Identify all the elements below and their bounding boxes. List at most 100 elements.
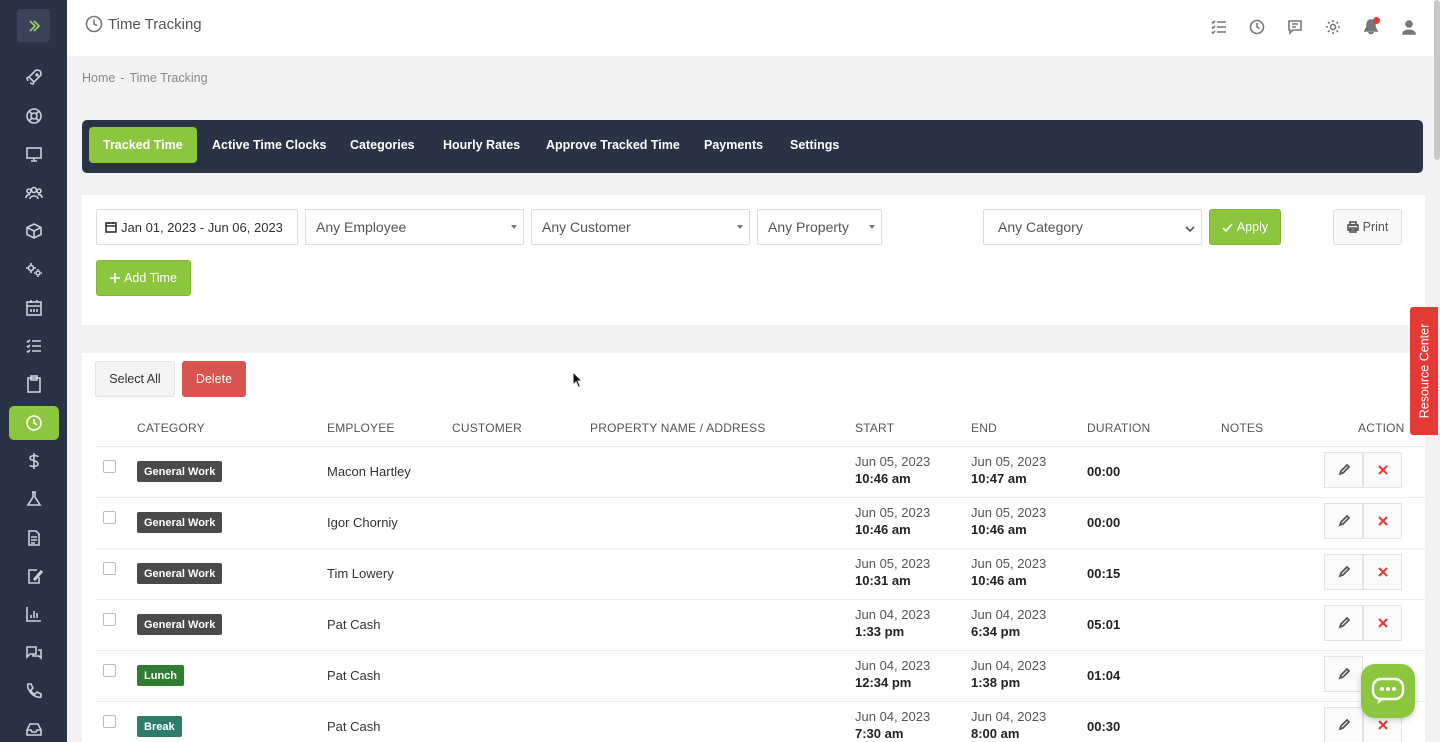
header-end[interactable]: END [971,421,997,435]
edit-doc-icon [27,569,43,584]
tab-hourly-rates[interactable]: Hourly Rates [443,138,521,152]
select-all-button[interactable]: Select All [95,361,175,397]
caret-down-icon [869,225,875,229]
employee-name: Macon Hartley [327,464,411,479]
clock-icon [85,15,103,33]
sidebar-item-edit-docs[interactable] [0,559,67,593]
sidebar-item-inventory[interactable] [0,214,67,248]
close-icon [1377,618,1388,628]
edit-button[interactable] [1324,452,1363,488]
sidebar [0,0,67,742]
sidebar-item-users[interactable] [0,176,67,210]
header-start[interactable]: START [855,421,895,435]
row-checkbox[interactable] [103,664,116,677]
duration-value: 00:00 [1087,515,1121,530]
row-checkbox[interactable] [103,562,116,575]
header-duration[interactable]: DURATION [1087,421,1151,435]
tab-categories[interactable]: Categories [350,138,415,152]
edit-button[interactable] [1324,656,1363,692]
tab-active-time-clocks[interactable]: Active Time Clocks [212,138,327,152]
employee-select[interactable]: Any Employee [305,209,524,245]
property-select[interactable]: Any Property [757,209,882,245]
edit-button[interactable] [1324,554,1363,590]
header-employee[interactable]: EMPLOYEE [327,421,395,435]
tab-tracked-time[interactable]: Tracked Time [89,127,197,163]
page-scrollbar[interactable] [1434,0,1440,160]
sidebar-item-settings[interactable] [0,253,67,287]
start-date: Jun 04, 2023 [855,607,931,622]
breadcrumb-home[interactable]: Home [82,71,116,85]
header-property[interactable]: PROPERTY NAME / ADDRESS [590,421,766,435]
tab-settings[interactable]: Settings [790,138,840,152]
sidebar-item-clipboard[interactable] [0,367,67,401]
sidebar-item-calendar[interactable] [0,291,67,325]
double-chevron-right-icon [28,19,40,32]
pencil-icon [1338,464,1350,476]
sidebar-item-reports[interactable] [0,597,67,631]
category-select[interactable]: Any Category [983,209,1202,245]
delete-row-button[interactable] [1363,554,1402,590]
end-time: 6:34 pm [971,624,1021,639]
sidebar-item-billing[interactable] [0,444,67,478]
row-checkbox[interactable] [103,613,116,626]
start-time: 12:34 pm [855,675,912,690]
resource-center-tab[interactable]: Resource Center [1410,307,1438,435]
edit-button[interactable] [1324,503,1363,539]
sidebar-item-phone[interactable] [0,674,67,708]
lifebuoy-icon [25,108,42,124]
sidebar-item-messages[interactable] [0,636,67,670]
sidebar-item-rocket[interactable] [0,60,67,94]
print-button[interactable]: Print [1333,209,1402,245]
customer-select[interactable]: Any Customer [531,209,750,245]
table-row: Break Pat Cash Jun 04, 2023 7:30 am Jun 0… [95,701,1425,742]
header-tasks-button[interactable] [1210,18,1228,36]
header-customer[interactable]: CUSTOMER [452,421,523,435]
sidebar-item-time-tracking[interactable] [9,406,59,440]
breadcrumb-separator: - [120,71,125,85]
printer-icon [1346,221,1359,233]
clock-icon [1249,19,1265,35]
top-header: Time Tracking [67,0,1440,56]
chat-launcher-button[interactable] [1361,664,1415,718]
edit-button[interactable] [1324,605,1363,641]
monitor-icon [25,147,42,162]
end-date: Jun 05, 2023 [971,556,1047,571]
edit-button[interactable] [1324,707,1363,742]
header-messages-button[interactable] [1286,18,1304,36]
category-badge: General Work [137,563,223,584]
sidebar-item-dashboard[interactable] [0,137,67,171]
end-datetime: Jun 04, 2023 6:34 pm [971,606,1046,640]
header-time-button[interactable] [1248,18,1266,36]
tab-payments[interactable]: Payments [704,138,764,152]
sidebar-item-documents[interactable] [0,521,67,555]
sidebar-item-lab[interactable] [0,482,67,516]
add-time-button[interactable]: Add Time [96,260,191,296]
sidebar-item-inbox[interactable] [0,712,67,742]
apply-button[interactable]: Apply [1209,209,1281,245]
page-title-text: Time Tracking [108,15,202,33]
document-icon [27,530,40,546]
chat-bubble-icon [1371,677,1405,704]
sidebar-item-tasks[interactable] [0,329,67,363]
duration-value: 00:15 [1087,566,1121,581]
header-category[interactable]: CATEGORY [137,421,205,435]
sidebar-toggle-button[interactable] [17,9,50,42]
delete-row-button[interactable] [1363,503,1402,539]
delete-row-button[interactable] [1363,605,1402,641]
row-checkbox[interactable] [103,460,116,473]
tab-approve-tracked-time[interactable]: Approve Tracked Time [546,138,680,152]
row-checkbox[interactable] [103,715,116,728]
delete-row-button[interactable] [1363,452,1402,488]
start-datetime: Jun 05, 2023 10:46 am [855,453,930,487]
header-notifications-button[interactable] [1362,17,1380,36]
row-checkbox[interactable] [103,511,116,524]
sidebar-item-support[interactable] [0,99,67,133]
header-profile-button[interactable] [1400,18,1418,36]
duration-value: 00:00 [1087,464,1121,479]
header-notes[interactable]: NOTES [1221,421,1264,435]
delete-button[interactable]: Delete [182,361,246,397]
header-action: ACTION [1358,421,1405,435]
end-datetime: Jun 05, 2023 10:46 am [971,555,1046,589]
date-range-picker[interactable]: Jan 01, 2023 - Jun 06, 2023 [96,209,298,245]
header-settings-button[interactable] [1324,18,1342,36]
